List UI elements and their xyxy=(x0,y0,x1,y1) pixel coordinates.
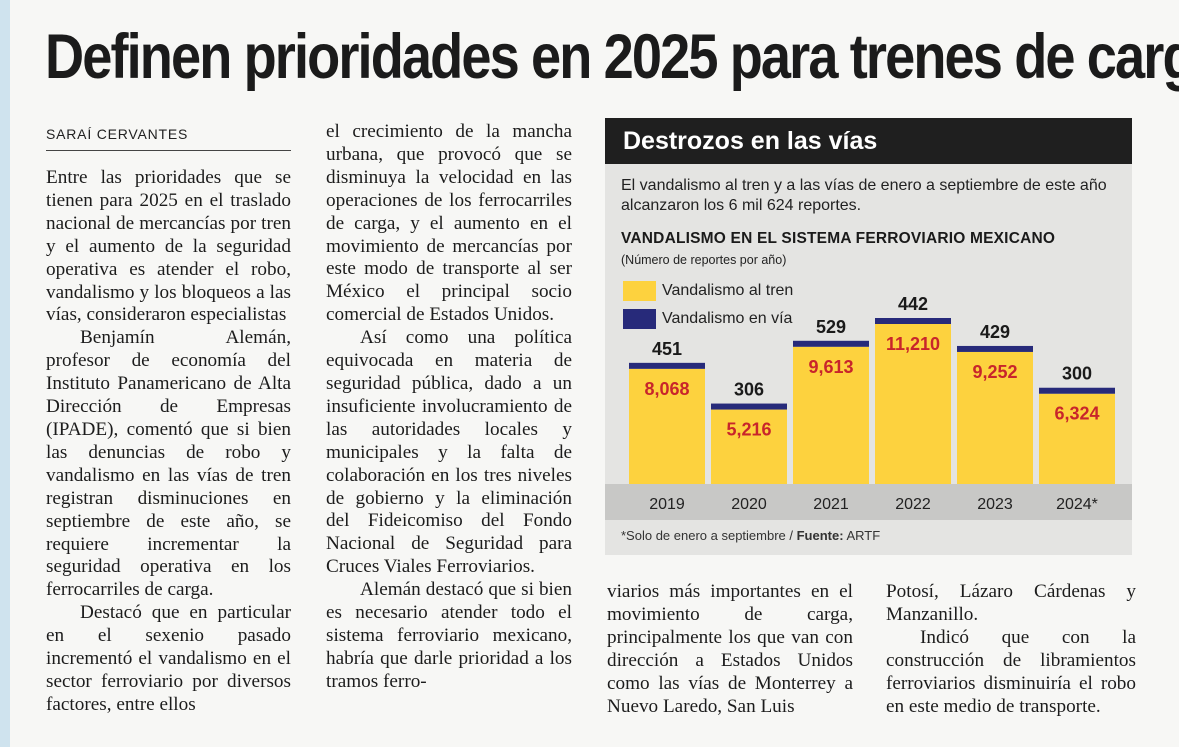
bar-vandalismo-tren xyxy=(875,324,951,484)
bar-vandalismo-via xyxy=(711,403,787,410)
data-label-via: 306 xyxy=(734,380,764,400)
data-label-via: 429 xyxy=(980,322,1010,342)
paragraph: viarios más importantes en el movimiento… xyxy=(607,581,853,717)
data-label-tren: 6,324 xyxy=(1054,404,1099,424)
data-label-tren: 9,613 xyxy=(808,357,853,377)
bar-vandalismo-via xyxy=(1039,387,1115,394)
chart-title: VANDALISMO EN EL SISTEMA FERROVIARIO MEX… xyxy=(621,230,1056,247)
legend-item-tren: Vandalismo al tren xyxy=(623,281,793,301)
bar-vandalismo-tren xyxy=(711,409,787,484)
x-tick-label: 2024* xyxy=(1056,496,1098,513)
bar-vandalismo-tren xyxy=(957,351,1033,484)
paragraph: Benjamín Alemán, profesor de economía de… xyxy=(46,327,291,601)
bar-vandalismo-tren xyxy=(629,368,705,484)
x-tick-label: 2023 xyxy=(977,496,1013,513)
legend-swatch-yellow xyxy=(623,281,656,301)
paragraph: Potosí, Lázaro Cárdenas y Manzanillo. xyxy=(886,581,1136,625)
data-label-tren: 11,210 xyxy=(886,334,940,354)
x-axis-band xyxy=(605,484,1132,520)
x-tick-label: 2019 xyxy=(649,496,685,513)
bar-vandalismo-via xyxy=(793,340,869,347)
bar-vandalismo-via xyxy=(629,362,705,369)
data-label-via: 529 xyxy=(816,317,846,337)
legend-label: Vandalismo en vía xyxy=(662,310,793,328)
left-margin-bar xyxy=(0,0,10,747)
article-column-4: Potosí, Lázaro Cárdenas y Manzanillo. In… xyxy=(886,581,1136,718)
paragraph: Entre las prioridades que se tienen para… xyxy=(46,167,291,326)
data-label-tren: 9,252 xyxy=(972,362,1017,382)
infographic-header: Destrozos en las vías xyxy=(605,118,1132,164)
footnote-text: *Solo de enero a septiembre / xyxy=(621,528,797,543)
bar-vandalismo-tren xyxy=(1039,393,1115,484)
infographic: Destrozos en las vías El vandalismo al t… xyxy=(605,118,1132,555)
x-tick-label: 2022 xyxy=(895,496,931,513)
infographic-footnote: *Solo de enero a septiembre / Fuente: AR… xyxy=(621,528,880,543)
chart-subtitle: (Número de reportes por año) xyxy=(621,253,787,267)
paragraph: Así como una política equivocada en mate… xyxy=(326,327,572,578)
bar-vandalismo-via xyxy=(957,345,1033,352)
paragraph: Alemán destacó que si bien es necesario … xyxy=(326,579,572,692)
x-tick-label: 2020 xyxy=(731,496,767,513)
bar-vandalismo-tren xyxy=(793,346,869,484)
data-label-via: 300 xyxy=(1062,364,1092,384)
infographic-intro: El vandalismo al tren y a las vías de en… xyxy=(621,177,1107,214)
article-column-3: viarios más importantes en el movimiento… xyxy=(607,581,853,718)
bar-vandalismo-via xyxy=(875,318,951,324)
x-tick-label: 2021 xyxy=(813,496,849,513)
byline-rule xyxy=(46,150,291,151)
data-label-tren: 5,216 xyxy=(726,420,771,440)
paragraph: el crecimiento de la mancha urbana, que … xyxy=(326,121,572,326)
data-label-via: 451 xyxy=(652,339,682,359)
legend-swatch-navy xyxy=(623,309,656,329)
source-label: Fuente: xyxy=(796,528,844,543)
legend-item-via: Vandalismo en vía xyxy=(623,309,792,329)
article-column-1: Entre las prioridades que se tienen para… xyxy=(46,167,291,717)
paragraph: Indicó que con la construcción de libram… xyxy=(886,626,1136,717)
headline: Definen prioridades en 2025 para trenes … xyxy=(45,22,1179,92)
bar-chart: 8,068 451 2019 5,216 306 2020 9,613 529 2021 11,2… xyxy=(629,294,1115,513)
paragraph: Destacó que en particular en el sexenio … xyxy=(46,602,291,715)
data-label-tren: 8,068 xyxy=(644,379,689,399)
data-label-via: 442 xyxy=(898,294,928,314)
legend-label: Vandalismo al tren xyxy=(662,282,794,300)
byline: SARAÍ CERVANTES xyxy=(46,126,189,142)
article-column-2: el crecimiento de la mancha urbana, que … xyxy=(326,121,572,694)
source-name: ARTF xyxy=(843,528,881,543)
